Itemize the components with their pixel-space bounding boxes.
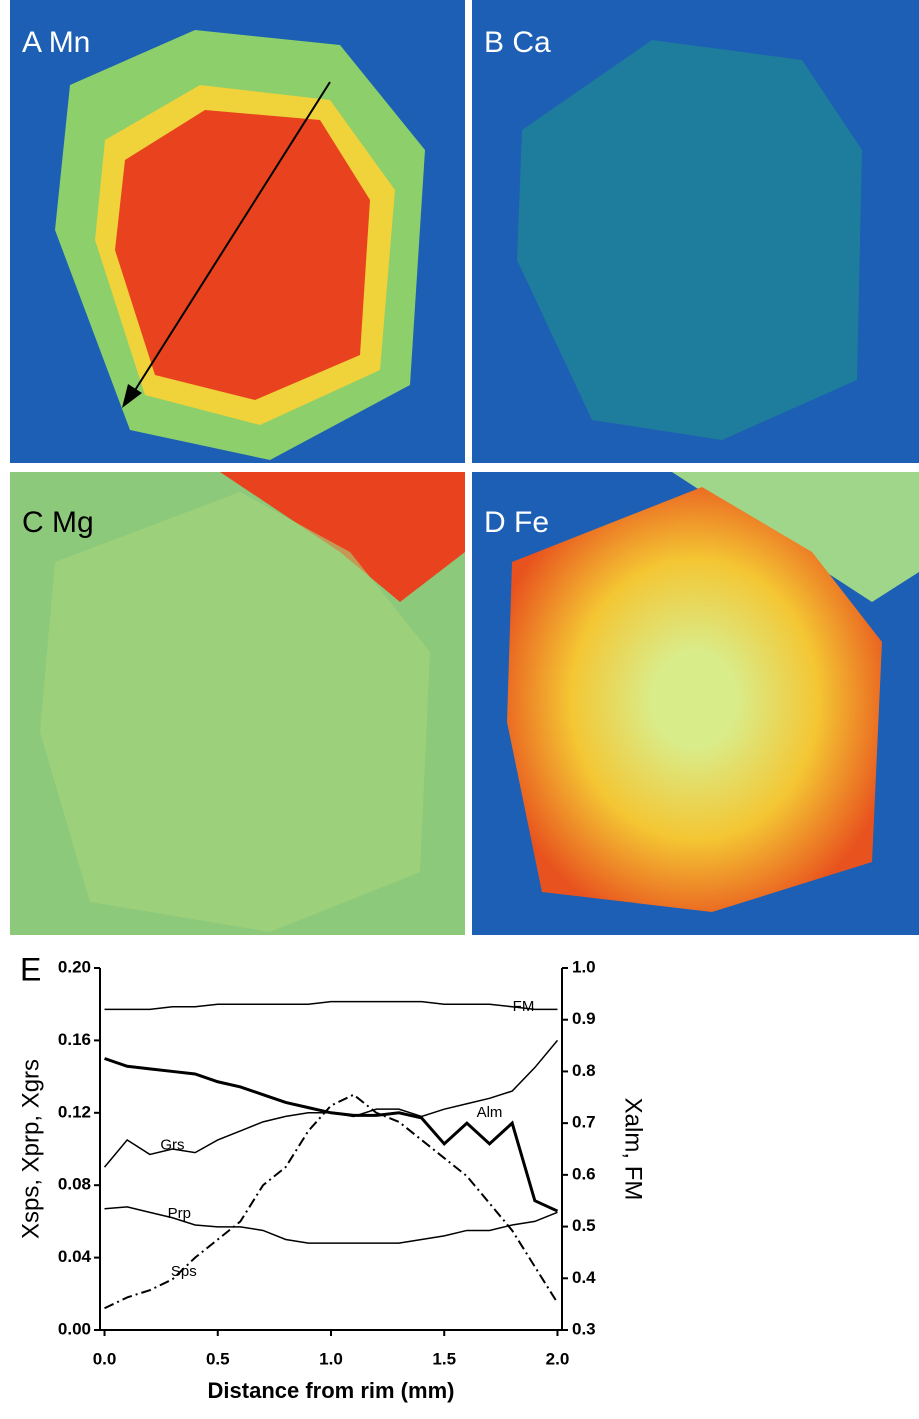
line-chart: 0.00 0.04 0.08 0.12 0.16 0.20 0.3 0.4 0.5 0.6 0.7 0… (17, 951, 646, 1402)
series-label: Alm (477, 1104, 503, 1121)
y-tick-label: 0.00 (58, 1319, 91, 1338)
series-line (105, 1002, 558, 1010)
y-tick-label: 0.20 (58, 957, 91, 976)
series-label: Grs (160, 1136, 184, 1153)
y2-tick-label: 0.5 (572, 1216, 596, 1235)
y2-tick-label: 0.4 (572, 1268, 596, 1287)
map-label: A Mn (22, 26, 90, 59)
x-tick-label: 1.0 (319, 1349, 343, 1368)
y2-axis-label: Xalm, FM (620, 1098, 647, 1201)
x-tick-label: 0.5 (206, 1349, 230, 1368)
map-panel: D Fe (472, 472, 919, 935)
map-panel: C Mg (10, 472, 465, 935)
y2-tick-label: 0.9 (572, 1009, 596, 1028)
map-panel: A Mn (10, 0, 465, 463)
y2-tick-label: 0.3 (572, 1319, 596, 1338)
figure: A Mn B Ca C Mg D Fe 0.00 0.04 0.08 0.12 0.16… (0, 0, 919, 1414)
y-tick-label: 0.16 (58, 1030, 91, 1049)
y-tick-label: 0.04 (58, 1247, 92, 1266)
page: {"maps": [{"label": "A Mn"}, {"label": "… (0, 0, 919, 1414)
y-axis-label: Xsps, Xprp, Xgrs (17, 1059, 44, 1239)
panel-label: E (20, 951, 41, 987)
map-panel: B Ca (472, 0, 919, 463)
map-label: D Fe (484, 506, 549, 539)
y2-tick-label: 0.7 (572, 1113, 596, 1132)
series-label: Sps (171, 1263, 197, 1280)
map-label: B Ca (484, 26, 551, 59)
series-label: FM (513, 998, 535, 1015)
y-tick-label: 0.08 (58, 1175, 91, 1194)
y-tick-label: 0.12 (58, 1102, 91, 1121)
series-label: Prp (168, 1205, 191, 1222)
x-tick-label: 0.0 (93, 1349, 117, 1368)
y2-tick-label: 1.0 (572, 957, 596, 976)
x-tick-label: 2.0 (546, 1349, 570, 1368)
x-axis-label: Distance from rim (mm) (208, 1378, 455, 1403)
series-line (105, 1059, 558, 1212)
y2-tick-label: 0.8 (572, 1061, 596, 1080)
map-label: C Mg (22, 506, 94, 539)
x-tick-label: 1.5 (432, 1349, 456, 1368)
y2-tick-label: 0.6 (572, 1164, 596, 1183)
